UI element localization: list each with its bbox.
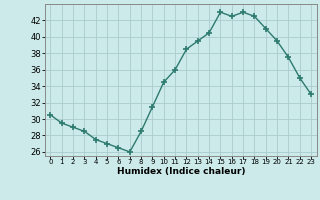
X-axis label: Humidex (Indice chaleur): Humidex (Indice chaleur) — [116, 167, 245, 176]
